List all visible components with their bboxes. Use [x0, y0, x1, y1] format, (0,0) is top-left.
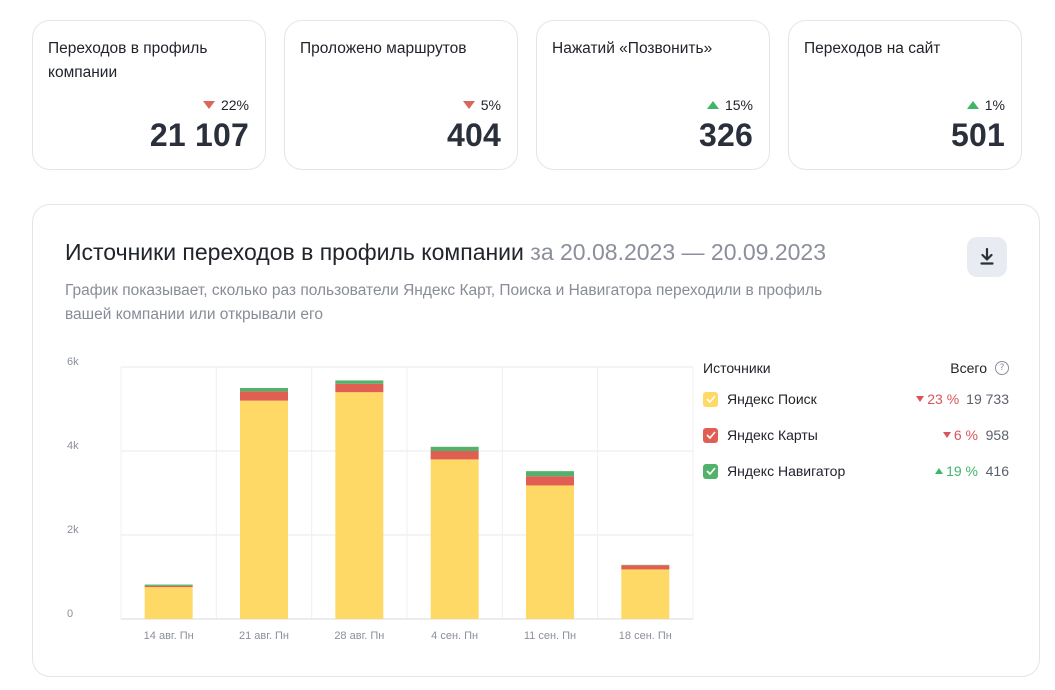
kpi-card-calls[interactable]: Нажатий «Позвонить» 15% 326	[536, 20, 770, 170]
bar-segment	[335, 392, 384, 619]
legend-item-change: 23 %	[916, 391, 959, 407]
legend-item-change-value: 19 %	[946, 463, 978, 479]
bar-segment	[621, 569, 670, 619]
bar-segment	[144, 584, 193, 586]
legend-item-change: 6 %	[942, 427, 978, 443]
checkbox-checked-icon[interactable]	[703, 391, 718, 407]
bar-segment	[144, 585, 193, 588]
arrow-up-icon	[706, 101, 719, 109]
y-tick-label: 0	[67, 608, 73, 620]
x-tick-label: 11 сен. Пн	[524, 630, 576, 642]
bar-segment	[526, 476, 574, 486]
download-icon	[980, 248, 994, 265]
x-tick-label: 21 авг. Пн	[239, 630, 289, 642]
legend-item-navigator[interactable]: Яндекс Навигатор 19 % 416	[703, 453, 1009, 489]
x-tick-label: 14 авг. Пн	[144, 630, 194, 642]
kpi-title: Нажатий «Позвонить»	[552, 40, 713, 57]
arrow-up-icon	[935, 468, 944, 474]
kpi-value: 501	[951, 117, 1005, 153]
kpi-card-routes[interactable]: Проложено маршрутов 5% 404	[284, 20, 518, 170]
bar-segment	[430, 459, 479, 619]
bar-segment	[430, 446, 479, 451]
x-tick-label: 18 сен. Пн	[619, 630, 672, 642]
legend-item-name: Яндекс Навигатор	[727, 463, 846, 479]
y-tick-label: 6k	[67, 356, 79, 368]
checkbox-checked-icon[interactable]	[703, 463, 718, 479]
y-tick-label: 4k	[67, 440, 79, 452]
kpi-value: 21 107	[149, 117, 249, 153]
bar-segment	[240, 391, 288, 401]
legend-item-search[interactable]: Яндекс Поиск 23 % 19 733	[703, 381, 1009, 417]
panel-period: за 20.08.2023 — 20.09.2023	[530, 239, 827, 265]
legend-item-change: 19 %	[935, 463, 978, 479]
kpi-change: 22%	[202, 97, 249, 113]
kpi-title: Переходов в профиль компании	[48, 40, 208, 81]
kpi-card-profile-visits[interactable]: Переходов в профиль компании 22% 21 107	[32, 20, 266, 170]
legend-total-header: Всего ?	[950, 360, 1009, 376]
kpi-title: Проложено маршрутов	[300, 40, 467, 57]
kpi-card-site-visits[interactable]: Переходов на сайт 1% 501	[788, 20, 1022, 170]
arrow-down-icon	[942, 432, 951, 438]
bar-segment	[430, 451, 479, 460]
legend-item-name: Яндекс Карты	[727, 427, 818, 443]
legend-header: Источники Всего ?	[703, 355, 1009, 381]
kpi-value: 404	[447, 117, 501, 153]
legend-item-name: Яндекс Поиск	[727, 391, 817, 407]
x-tick-label: 28 авг. Пн	[334, 630, 384, 642]
panel-title: Источники переходов в профиль компании з…	[65, 239, 826, 266]
legend-item-maps[interactable]: Яндекс Карты 6 % 958	[703, 417, 1009, 453]
legend-item-total: 19 733	[966, 391, 1009, 407]
kpi-title: Переходов на сайт	[804, 40, 941, 57]
bar-segment	[526, 485, 574, 619]
bar-segment	[240, 400, 288, 619]
kpi-change-value: 5%	[480, 97, 501, 113]
legend-total-label: Всего	[950, 360, 987, 376]
arrow-down-icon	[202, 101, 215, 109]
kpi-change: 1%	[966, 97, 1005, 113]
sources-bar-chart: 0 2k 4k 6k 14 авг. Пн 21 авг. Пн 28 авг. Пн 4 с…	[67, 356, 694, 642]
kpi-change-value: 22%	[220, 97, 249, 113]
legend-item-change-value: 23 %	[927, 391, 960, 407]
panel-description: График показывает, сколько раз пользоват…	[65, 282, 823, 323]
bar-segment	[621, 565, 670, 570]
panel-title-text: Источники переходов в профиль компании	[65, 239, 524, 265]
legend-item-change-value: 6 %	[953, 427, 978, 443]
arrow-up-icon	[966, 101, 979, 109]
x-tick-label: 4 сен. Пн	[431, 630, 478, 642]
bar-segment	[335, 383, 384, 393]
arrow-down-icon	[462, 101, 475, 109]
legend-heading: Источники	[703, 360, 771, 376]
kpi-change-value: 1%	[984, 97, 1005, 113]
legend-item-total: 958	[985, 427, 1009, 443]
sources-panel: Источники переходов в профиль компании з…	[32, 204, 1040, 677]
sources-legend: Источники Всего ? Яндекс Поиск 23 % 19 7…	[703, 355, 1009, 489]
kpi-change: 15%	[706, 97, 753, 113]
kpi-change-value: 15%	[724, 97, 753, 113]
bar-segment	[526, 471, 574, 477]
download-button[interactable]	[967, 237, 1007, 277]
y-tick-label: 2k	[67, 524, 79, 536]
help-icon[interactable]: ?	[995, 361, 1009, 375]
bar-segment	[335, 380, 384, 384]
arrow-down-icon	[916, 396, 925, 402]
checkbox-checked-icon[interactable]	[703, 427, 718, 443]
legend-item-total: 416	[985, 463, 1009, 479]
bar-segment	[144, 587, 193, 619]
kpi-change: 5%	[462, 97, 501, 113]
bar-segment	[240, 388, 288, 392]
kpi-value: 326	[699, 117, 753, 153]
